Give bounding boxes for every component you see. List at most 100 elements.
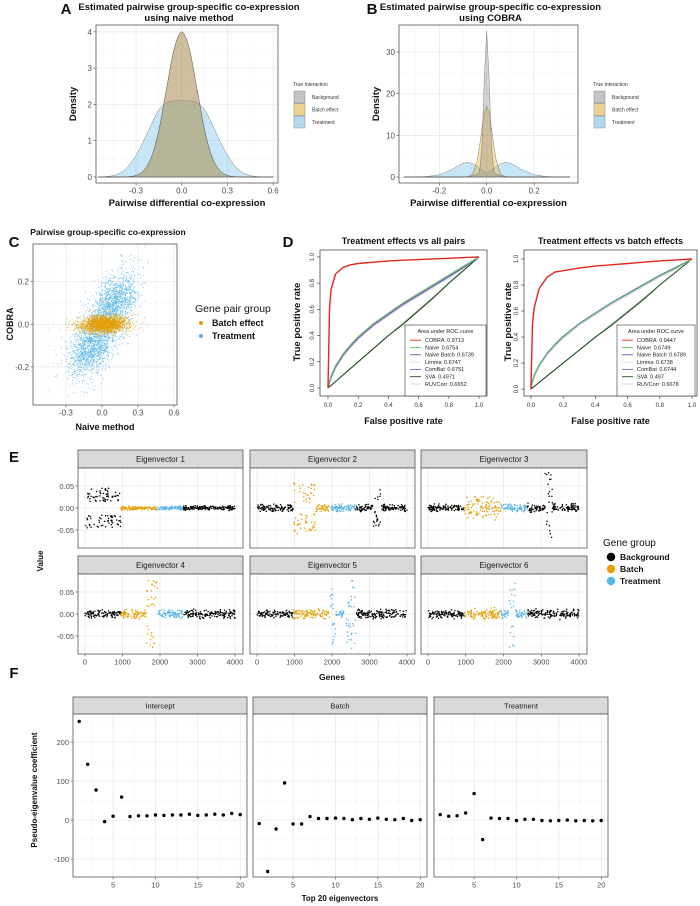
scatter-point-treatment [133,290,135,292]
scatter-point-treatment [76,358,78,360]
scatter-point-treatment [80,335,82,337]
scatter-point-batch-effect [94,326,97,328]
scatter-point-treatment [97,365,99,367]
scatter-point-batch-effect [103,321,105,323]
scatter-point-batch-effect [103,318,105,320]
scatter-point-treatment [117,269,119,271]
scatter-point-treatment [105,305,107,308]
scatter-point-batch-effect [100,330,102,332]
density-plot-a: A Estimated pairwise group-specific co-ex… [61,1,339,209]
scatter-point-batch-effect [122,316,124,318]
scatter-point-batch-effect [92,317,94,320]
scatter-point-treatment [85,369,87,371]
scatter-point-treatment [100,382,103,384]
scatter-point-treatment [127,305,129,307]
scatter-point-treatment [97,350,99,352]
scatter-point-treatment [80,336,82,338]
scatter-point-treatment [89,334,91,336]
scatter-point-treatment [99,300,101,303]
scatter-point-batch-effect [86,323,88,325]
scatter-point-batch-effect [92,333,94,335]
scatter-point-batch-effect [52,321,54,323]
scatter-point-batch-effect [95,309,97,311]
density-area-treatment [403,162,570,178]
scatter-point-treatment [121,315,123,317]
scatter-point-batch-effect [104,329,106,331]
scatter-point-treatment [77,354,79,356]
scatter-point-treatment [71,342,73,344]
gene-point-background [87,493,89,495]
scatter-point-treatment [124,275,126,277]
scatter-point-batch-effect [98,326,100,329]
scatter-point-treatment [82,343,84,345]
scatter-point-treatment [81,374,83,376]
scatter-point-batch-effect [120,325,122,327]
scatter-point-batch-effect [98,317,100,319]
scatter-point-treatment [111,286,113,288]
scatter-point-treatment [77,375,79,378]
scatter-point-batch-effect [96,318,99,320]
scatter-point-batch-effect [106,311,108,313]
scatter-point-treatment [80,375,82,377]
scatter-point-treatment [102,293,104,295]
scatter-point-treatment [71,382,73,384]
scatter-point-treatment [107,273,110,275]
scatter-point-batch-effect [118,322,120,324]
scatter-point-treatment [120,288,123,290]
scatter-point-treatment [97,336,99,338]
scatter-point-treatment [95,343,97,345]
scatter-point-treatment [92,365,94,367]
scatter-point-treatment [101,308,103,310]
scatter-point-treatment [136,274,139,276]
scatter-point-batch-effect [94,326,96,328]
scatter-point-treatment [68,374,70,376]
scatter-point-treatment [69,371,71,373]
scatter-point-treatment [89,360,91,362]
scatter-point-treatment [95,351,97,353]
scatter-point-treatment [133,257,135,259]
scatter-point-batch-effect [92,331,94,333]
scatter-point-treatment [103,350,105,352]
scatter-point-treatment [110,312,112,314]
scatter-point-treatment [99,349,101,351]
scatter-point-batch-effect [125,331,127,333]
scatter-point-treatment [100,285,103,287]
scatter-point-batch-effect [98,333,100,335]
scatter-point-batch-effect [74,321,76,323]
scatter-point-treatment [124,288,126,290]
scatter-point-treatment [114,313,116,315]
scatter-point-treatment [130,300,132,302]
scatter-point-treatment [121,287,123,289]
y-tick-label: 0.0 [514,384,520,393]
scatter-point-treatment [97,313,99,315]
scatter-point-treatment [135,291,137,293]
scatter-point-treatment [112,296,114,298]
scatter-point-treatment [99,304,101,306]
scatter-point-batch-effect [90,332,92,334]
scatter-point-treatment [132,287,134,289]
scatter-point-batch-effect [77,321,79,323]
scatter-point-treatment [98,309,100,312]
legend-key-background [594,103,605,116]
scatter-point-treatment [73,391,75,393]
scatter-point-treatment [111,283,113,285]
y-tick-label: 0.2 [514,358,520,367]
scatter-point-treatment [122,291,125,293]
scatter-point-batch-effect [103,324,105,326]
scatter-point-treatment [104,313,106,315]
scatter-point-treatment [103,341,105,343]
scatter-point-batch-effect [91,328,93,330]
scatter-point-treatment [129,285,131,287]
scatter-point-treatment [114,293,116,295]
scatter-point-treatment [132,260,134,263]
scatter-point-treatment [101,350,103,352]
scatter-point-treatment [105,364,107,366]
scatter-point-batch-effect [128,320,130,322]
scatter-point-batch-effect [123,317,125,319]
scatter-point-treatment [72,363,75,365]
scatter-point-treatment [98,312,100,314]
gene-point-background [108,522,110,524]
scatter-point-batch-effect [88,323,90,326]
scatter-point-treatment [106,336,108,338]
y-tick-label: 0.6 [310,305,316,314]
